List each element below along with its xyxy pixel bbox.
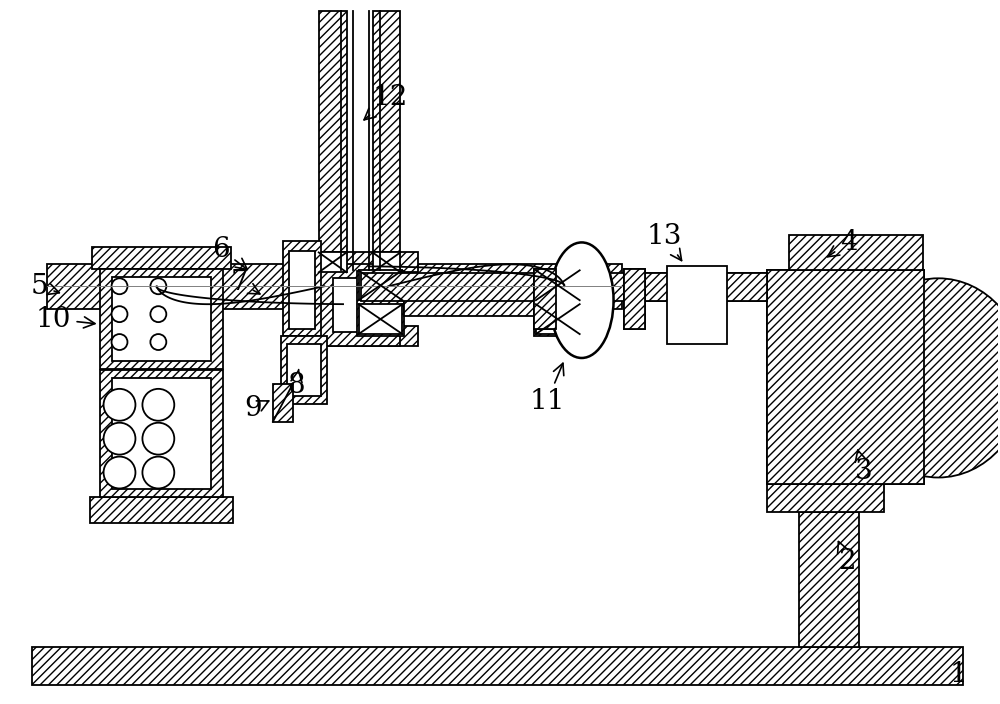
Bar xyxy=(319,253,347,272)
Circle shape xyxy=(112,278,127,294)
Circle shape xyxy=(104,389,135,421)
Text: 3: 3 xyxy=(855,450,872,485)
Circle shape xyxy=(150,334,166,350)
Bar xyxy=(359,270,402,300)
Text: 1: 1 xyxy=(949,661,967,689)
Bar xyxy=(299,253,418,272)
Text: 10: 10 xyxy=(36,306,95,332)
Text: 5: 5 xyxy=(31,272,59,300)
Bar xyxy=(283,241,321,336)
Bar xyxy=(534,270,556,329)
Bar xyxy=(100,270,223,369)
Ellipse shape xyxy=(851,278,1000,477)
Bar xyxy=(273,384,293,422)
Circle shape xyxy=(142,389,174,421)
Text: 8: 8 xyxy=(287,370,305,399)
Bar xyxy=(112,277,211,361)
Bar xyxy=(47,264,622,309)
Circle shape xyxy=(150,278,166,294)
Text: 4: 4 xyxy=(828,229,857,257)
Text: 2: 2 xyxy=(838,541,855,574)
Bar xyxy=(536,270,580,300)
Ellipse shape xyxy=(550,242,614,358)
Text: 7: 7 xyxy=(230,269,260,296)
Bar xyxy=(357,271,404,336)
Bar xyxy=(92,247,231,270)
Bar xyxy=(361,273,767,301)
Bar xyxy=(767,270,924,484)
Bar xyxy=(333,278,386,332)
Bar xyxy=(287,344,321,396)
Bar xyxy=(404,275,534,316)
Bar xyxy=(281,336,327,404)
Text: 13: 13 xyxy=(647,223,682,260)
Circle shape xyxy=(104,457,135,489)
Bar xyxy=(359,304,402,334)
Circle shape xyxy=(142,422,174,455)
Bar xyxy=(373,11,400,270)
Text: 6: 6 xyxy=(212,236,247,270)
Bar xyxy=(624,270,645,329)
Circle shape xyxy=(112,306,127,322)
Bar xyxy=(289,251,315,329)
Circle shape xyxy=(112,334,127,350)
Bar xyxy=(112,378,211,489)
Bar xyxy=(100,370,223,498)
Bar xyxy=(534,271,582,336)
Bar xyxy=(767,484,884,513)
Bar xyxy=(319,264,400,346)
Bar xyxy=(789,235,923,270)
Bar xyxy=(534,270,556,329)
Bar xyxy=(299,326,418,346)
Bar xyxy=(131,270,191,398)
Circle shape xyxy=(104,422,135,455)
Bar xyxy=(799,513,859,647)
Bar xyxy=(667,266,727,344)
Text: 9: 9 xyxy=(244,395,269,422)
Bar xyxy=(32,647,963,685)
Bar xyxy=(90,498,233,523)
Circle shape xyxy=(150,306,166,322)
Bar xyxy=(536,304,580,334)
Bar xyxy=(645,273,767,301)
Bar xyxy=(767,270,924,484)
Text: 11: 11 xyxy=(529,363,565,415)
Circle shape xyxy=(142,457,174,489)
Bar xyxy=(319,11,347,270)
Text: 12: 12 xyxy=(364,84,408,120)
Bar xyxy=(624,270,645,329)
Bar xyxy=(373,253,400,272)
